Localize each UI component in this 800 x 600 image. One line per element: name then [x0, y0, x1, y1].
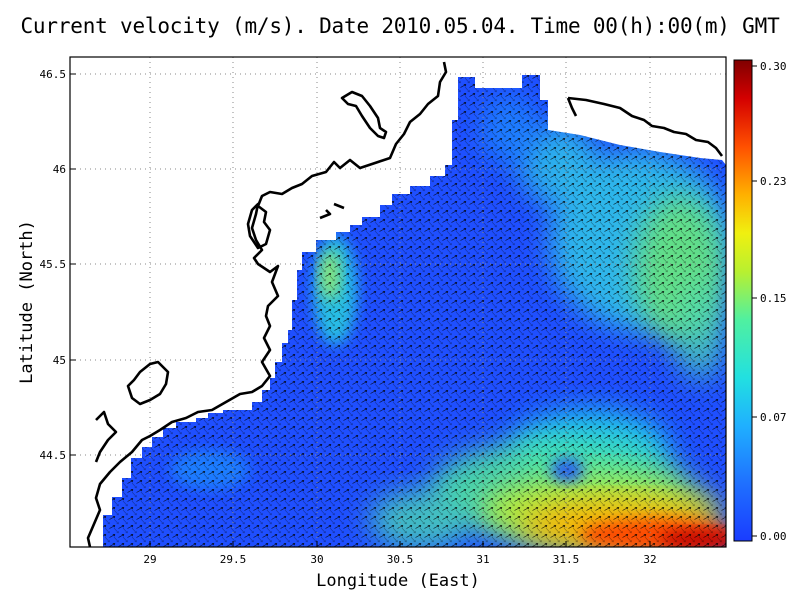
y-tick-label: 46 — [53, 163, 66, 176]
colorbar-tick-label: 0.15 — [760, 292, 787, 305]
colorbar-tick-labels: 0.30 0.23 0.15 0.07 0.00 — [760, 60, 787, 543]
figure-title: Current velocity (m/s). Date 2010.05.04.… — [20, 14, 780, 38]
x-tick-labels: 29 29.5 30 30.5 31 31.5 32 — [143, 553, 656, 566]
colorbar-tick-label: 0.23 — [760, 175, 787, 188]
x-tick-label: 30 — [310, 553, 323, 566]
x-tick-label: 32 — [643, 553, 656, 566]
x-tick-label: 31 — [476, 553, 489, 566]
colorbar — [733, 59, 753, 542]
y-tick-label: 45 — [53, 354, 66, 367]
y-tick-label: 45.5 — [40, 258, 67, 271]
coastline — [86, 61, 724, 548]
x-tick-label: 29.5 — [220, 553, 247, 566]
colorbar-tick-label: 0.00 — [760, 530, 787, 543]
y-axis-label: Latitude (North) — [17, 220, 37, 384]
y-tick-label: 46.5 — [40, 68, 67, 81]
x-tick-label: 29 — [143, 553, 156, 566]
x-axis-label: Longitude (East) — [316, 571, 480, 591]
x-tick-label: 31.5 — [553, 553, 580, 566]
grid — [70, 57, 726, 547]
axis-ticks — [70, 73, 651, 547]
colorbar-tick-label: 0.30 — [760, 60, 787, 73]
y-tick-labels: 44.5 45 45.5 46 46.5 — [40, 68, 67, 462]
current-field — [103, 75, 726, 547]
depth-label: Z = 2.5 m — [106, 92, 198, 112]
plot-frame — [69, 56, 727, 548]
colorbar-ticks — [752, 65, 757, 537]
colorbar-tick-label: 0.07 — [760, 411, 787, 424]
x-tick-label: 30.5 — [387, 553, 414, 566]
y-tick-label: 44.5 — [40, 449, 67, 462]
